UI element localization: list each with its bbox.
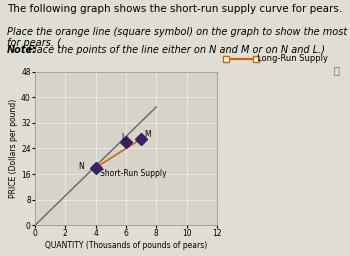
Text: Long-Run Supply: Long-Run Supply <box>257 54 328 63</box>
Text: Place the orange line (square symbol) on the graph to show the most likely long-: Place the orange line (square symbol) on… <box>7 27 350 48</box>
Text: The following graph shows the short-run supply curve for pears.: The following graph shows the short-run … <box>7 4 342 14</box>
Text: N: N <box>78 162 84 171</box>
Text: Place the points of the line either on N and M or on N and L.): Place the points of the line either on N… <box>25 45 325 55</box>
Text: M: M <box>144 130 151 139</box>
Text: Note:: Note: <box>7 45 37 55</box>
Text: L: L <box>121 133 126 142</box>
Y-axis label: PRICE (Dollars per pound): PRICE (Dollars per pound) <box>9 99 18 198</box>
X-axis label: QUANTITY (Thousands of pounds of pears): QUANTITY (Thousands of pounds of pears) <box>45 241 207 250</box>
Text: ⓘ: ⓘ <box>333 65 339 76</box>
Text: Short-Run Supply: Short-Run Supply <box>100 169 167 178</box>
